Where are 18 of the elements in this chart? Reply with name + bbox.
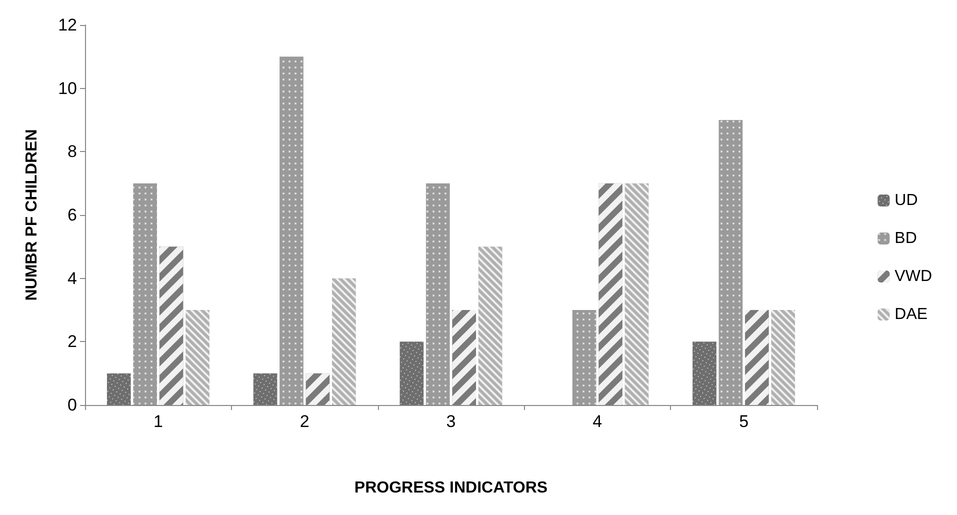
x-tick-label: 4	[592, 412, 602, 431]
y-tick-label: 6	[68, 206, 77, 224]
y-tick-label: 10	[58, 78, 77, 98]
legend-label: VWD	[894, 268, 932, 285]
x-tick-label: 2	[300, 412, 310, 431]
x-axis-title: PROGRESS INDICATORS	[354, 480, 548, 496]
y-tick-label: 8	[68, 142, 77, 162]
legend-label: DAE	[894, 306, 928, 323]
y-axis-title: NUMBR PF CHILDREN	[24, 129, 40, 301]
y-tick-label: 4	[68, 268, 77, 288]
legend-label: BD	[894, 230, 917, 247]
x-tick-label: 1	[153, 412, 163, 431]
x-tick-label: 3	[446, 412, 456, 431]
y-tick-label: 12	[58, 16, 77, 34]
legend-label: UD	[894, 192, 918, 209]
x-tick-label: 5	[739, 412, 749, 431]
y-tick-label: 2	[68, 332, 77, 352]
y-tick-label: 0	[68, 396, 77, 414]
